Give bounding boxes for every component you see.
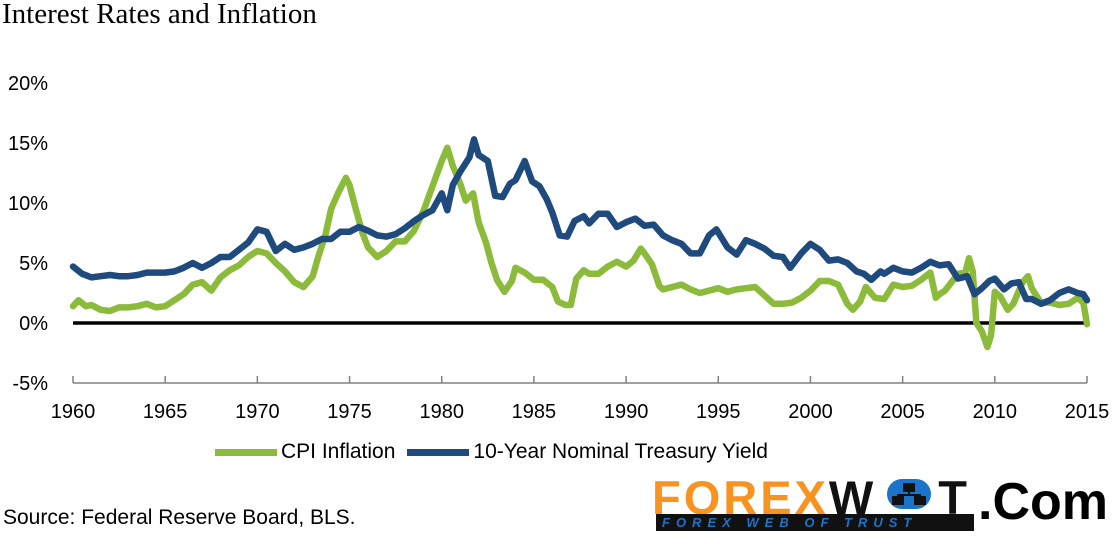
y-tick-label: -5% (12, 373, 48, 395)
network-icon (887, 479, 931, 509)
x-tick-label: 2015 (1065, 401, 1110, 423)
x-tick-label: 1980 (419, 401, 464, 423)
x-tick-label: 1985 (512, 401, 557, 423)
logo-subtitle: FOREX WEB OF TRUST (656, 514, 974, 531)
x-tick-label: 1970 (235, 401, 280, 423)
y-tick-label: 10% (8, 193, 48, 215)
series-line-cpi-inflation (69, 144, 1091, 351)
legend-item-cpi-inflation: CPI Inflation (215, 440, 395, 464)
y-tick-label: 0% (19, 313, 48, 335)
legend-swatch-cpi-inflation (215, 448, 277, 456)
source-note: Source: Federal Reserve Board, BLS. (3, 506, 356, 529)
x-tick-label: 1960 (51, 401, 96, 423)
x-tick-label: 2010 (973, 401, 1018, 423)
x-tick-label: 1965 (143, 401, 188, 423)
series-line-10-year-treasury-yield (69, 136, 1091, 308)
forexwot-logo: FOREXW T FOREX WEB OF TRUST .Com (652, 472, 1108, 534)
legend-label-treasury-yield: 10-Year Nominal Treasury Yield (473, 440, 768, 463)
y-tick-label: 20% (8, 73, 48, 95)
y-axis-tick-labels: -5% 0% 5% 10% 15% 20% (8, 73, 48, 395)
x-tick-label: 2000 (788, 401, 833, 423)
y-tick-label: 15% (8, 133, 48, 155)
y-tick-label: 5% (19, 253, 48, 275)
chart-title: Interest Rates and Inflation (2, 0, 317, 30)
legend-item-treasury-yield: 10-Year Nominal Treasury Yield (407, 440, 768, 464)
logo-dotcom-text: .Com (978, 473, 1108, 531)
chart-legend: CPI Inflation 10-Year Nominal Treasury Y… (215, 438, 780, 466)
x-axis-ticks: 1960 1965 1970 1975 1980 1985 1990 1995 2000 2005… (51, 376, 1110, 423)
legend-label-cpi-inflation: CPI Inflation (281, 440, 396, 463)
x-tick-label: 1975 (327, 401, 372, 423)
x-tick-label: 1990 (604, 401, 649, 423)
x-tick-label: 2005 (880, 401, 925, 423)
x-tick-label: 1995 (696, 401, 741, 423)
legend-swatch-treasury-yield (407, 448, 470, 456)
